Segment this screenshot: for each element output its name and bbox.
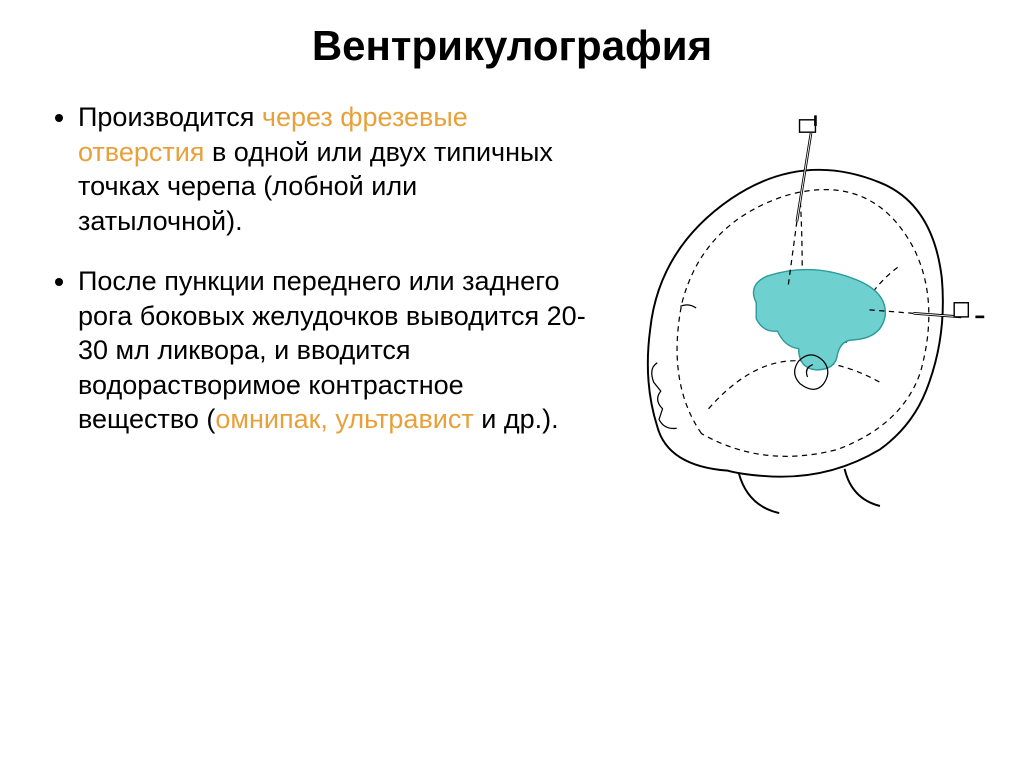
- text-column: Производится через фрезевые отверстия в …: [56, 100, 596, 526]
- frontal-needle-shaft-highlight: [797, 133, 811, 221]
- bullet-list: Производится через фрезевые отверстия в …: [56, 100, 586, 437]
- body-text: Производится: [78, 102, 262, 132]
- bullet-item: Производится через фрезевые отверстия в …: [78, 100, 586, 238]
- bullet-item: После пункции переднего или заднего рога…: [78, 264, 586, 437]
- body-text: и др.).: [474, 404, 559, 434]
- ventriculography-illustration: [606, 106, 986, 526]
- ventricle-shape: [753, 270, 885, 370]
- frontal-needle-hub: [800, 120, 816, 132]
- highlight-text: омнипак, ультравист: [215, 404, 473, 434]
- slide: Вентрикулография Производится через фрез…: [0, 0, 1024, 767]
- slide-title: Вентрикулография: [0, 0, 1024, 70]
- content-row: Производится через фрезевые отверстия в …: [0, 70, 1024, 526]
- occipital-needle-hub: [954, 303, 968, 317]
- suture-line: [709, 361, 880, 409]
- eye-line: [680, 305, 696, 308]
- illustration-column: [596, 100, 996, 526]
